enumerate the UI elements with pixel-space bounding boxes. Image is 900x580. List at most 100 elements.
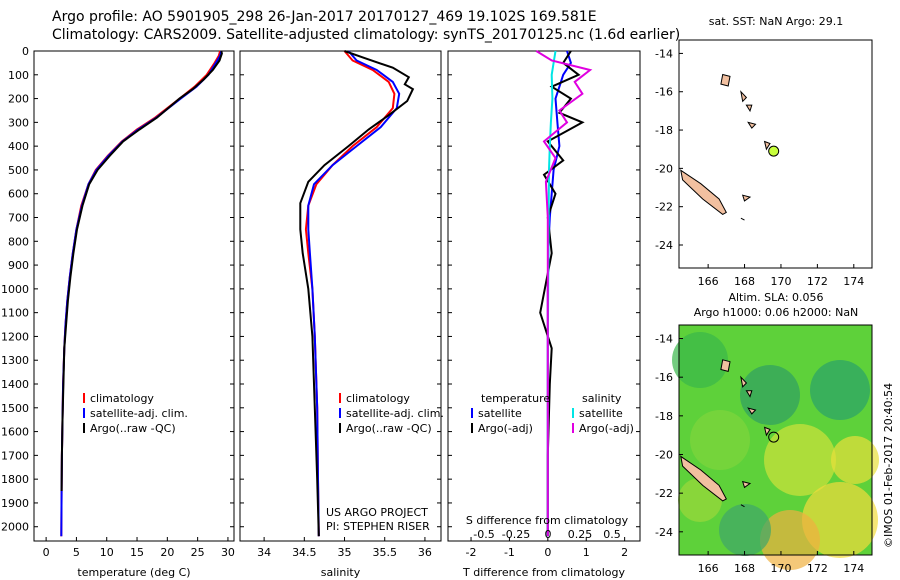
series-line <box>299 50 415 537</box>
map-lon-label: 172 <box>807 562 828 575</box>
map-1 <box>678 39 873 269</box>
legend-sal-label: satellite-adj. clim. <box>346 407 444 420</box>
x-tick-label: 35 <box>338 546 352 559</box>
s-tick-label: 0.25 <box>568 528 593 541</box>
depth-tick-label: 1500 <box>1 402 29 415</box>
x-tick-label: 0 <box>544 546 551 559</box>
depth-tick-label: 1200 <box>1 330 29 343</box>
island-shape <box>680 455 727 502</box>
s-tick-label: 0 <box>545 528 552 541</box>
map-lat-label: -18 <box>655 410 673 423</box>
x-tick-label: 30 <box>221 546 235 559</box>
legend-temperature-heading: temperature <box>481 392 550 405</box>
sla-blob <box>831 436 879 484</box>
map-lat-label: -14 <box>655 333 673 346</box>
island-shape <box>763 140 771 151</box>
float-position-marker <box>768 145 780 157</box>
map-lat-label: -16 <box>655 86 673 99</box>
x-tick-label: 10 <box>100 546 114 559</box>
series-line <box>539 50 585 537</box>
legend-sal-label: Argo(..raw -QC) <box>346 422 432 435</box>
series-line <box>304 50 396 537</box>
depth-tick-label: 1300 <box>1 354 29 367</box>
map-lat-label: -16 <box>655 371 673 384</box>
map-2-title-line-2: Argo h1000: 0.06 h2000: NaN <box>694 306 859 319</box>
island-shape <box>741 480 752 489</box>
x-tick-label: 2 <box>621 546 628 559</box>
island-shape <box>763 426 771 437</box>
series-line <box>535 50 593 537</box>
depth-tick-label: 1900 <box>1 497 29 510</box>
legend-salinity-heading: salinity <box>582 392 622 405</box>
map-lon-label: 174 <box>843 275 864 288</box>
sla-blob <box>690 410 750 470</box>
x-axis-label: T difference from climatology <box>462 566 625 579</box>
series-line <box>546 50 557 537</box>
island-shape <box>740 504 745 508</box>
x-axis-label: temperature (deg C) <box>77 566 190 579</box>
x-tick-label: 5 <box>73 546 80 559</box>
map-lon-label: 170 <box>770 275 791 288</box>
chart-title-line-2: Climatology: CARS2009. Satellite-adjuste… <box>52 27 681 43</box>
float-position-marker <box>768 431 780 443</box>
depth-tick-label: 800 <box>8 235 29 248</box>
map-lat-label: -24 <box>655 239 673 252</box>
island-shape <box>747 121 757 129</box>
map-2 <box>672 324 879 570</box>
s-tick-label: 0.5 <box>603 528 621 541</box>
x-tick-label: 35.5 <box>372 546 397 559</box>
project-annotation: PI: STEPHEN RISER <box>326 520 430 533</box>
map-lon-label: 168 <box>734 562 755 575</box>
series-line <box>60 50 222 537</box>
map-lat-label: -24 <box>655 526 673 539</box>
island-shape <box>745 390 753 398</box>
island-shape <box>740 90 748 103</box>
depth-tick-label: 200 <box>8 93 29 106</box>
depth-tick-label: 2000 <box>1 521 29 534</box>
series-line <box>60 50 223 492</box>
legend-label: satellite <box>579 407 623 420</box>
x-axis-label: salinity <box>321 566 361 579</box>
legend-temp-label: Argo(..raw -QC) <box>90 422 176 435</box>
map-lat-label: -18 <box>655 124 673 137</box>
x-tick-label: 1 <box>583 546 590 559</box>
x-tick-label: 15 <box>130 546 144 559</box>
x-tick-label: 34 <box>257 546 271 559</box>
plot-frame-2 <box>239 50 442 542</box>
depth-tick-label: 500 <box>8 164 29 177</box>
plot-frame-3 <box>447 50 641 542</box>
island-shape <box>747 407 757 415</box>
depth-tick-label: 1100 <box>1 307 29 320</box>
depth-tick-label: 400 <box>8 140 29 153</box>
depth-tick-label: 0 <box>22 45 29 58</box>
x-tick-label: 20 <box>160 546 174 559</box>
island-shape <box>720 73 731 87</box>
map-lat-label: -22 <box>655 487 673 500</box>
map-lat-label: -22 <box>655 201 673 214</box>
map-2-title-line-1: Altim. SLA: 0.056 <box>728 291 823 304</box>
depth-tick-label: 1000 <box>1 283 29 296</box>
legend-sal-label: climatology <box>346 392 410 405</box>
depth-tick-label: 1800 <box>1 473 29 486</box>
map-lon-label: 174 <box>843 562 864 575</box>
legend-temp-label: satellite-adj. clim. <box>90 407 188 420</box>
map-frame <box>678 324 873 556</box>
salinity-difference-label: S difference from climatology <box>466 514 629 527</box>
map-lon-label: 166 <box>698 562 719 575</box>
island-shape <box>740 217 745 221</box>
depth-tick-label: 700 <box>8 212 29 225</box>
map-frame <box>678 39 873 269</box>
map-1-title: sat. SST: NaN Argo: 29.1 <box>709 15 843 28</box>
depth-tick-label: 1700 <box>1 449 29 462</box>
x-tick-label: 25 <box>191 546 205 559</box>
s-tick-label: -0.25 <box>502 528 530 541</box>
depth-tick-label: 1400 <box>1 378 29 391</box>
x-tick-label: 34.5 <box>292 546 317 559</box>
map-lon-label: 170 <box>770 562 791 575</box>
map-lat-label: -14 <box>655 47 673 60</box>
series-line <box>60 50 223 537</box>
legend-label: Argo(-adj) <box>478 422 533 435</box>
sla-blob <box>802 482 878 558</box>
legend-label: satellite <box>478 407 522 420</box>
